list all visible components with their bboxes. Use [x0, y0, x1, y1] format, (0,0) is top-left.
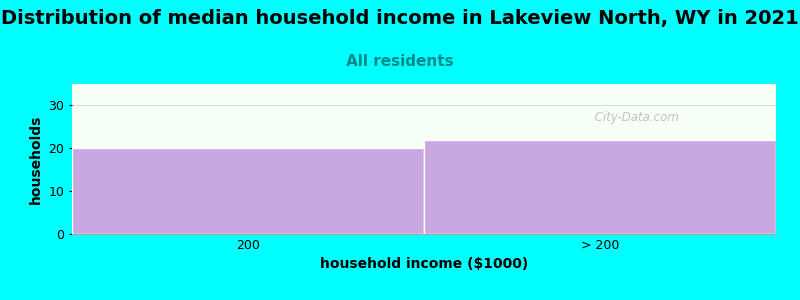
X-axis label: household income ($1000): household income ($1000) — [320, 257, 528, 272]
Y-axis label: households: households — [29, 114, 43, 204]
Text: City-Data.com: City-Data.com — [591, 110, 679, 124]
Text: Distribution of median household income in Lakeview North, WY in 2021: Distribution of median household income … — [1, 9, 799, 28]
Text: All residents: All residents — [346, 54, 454, 69]
Bar — [72, 148, 424, 234]
Bar — [424, 140, 776, 234]
